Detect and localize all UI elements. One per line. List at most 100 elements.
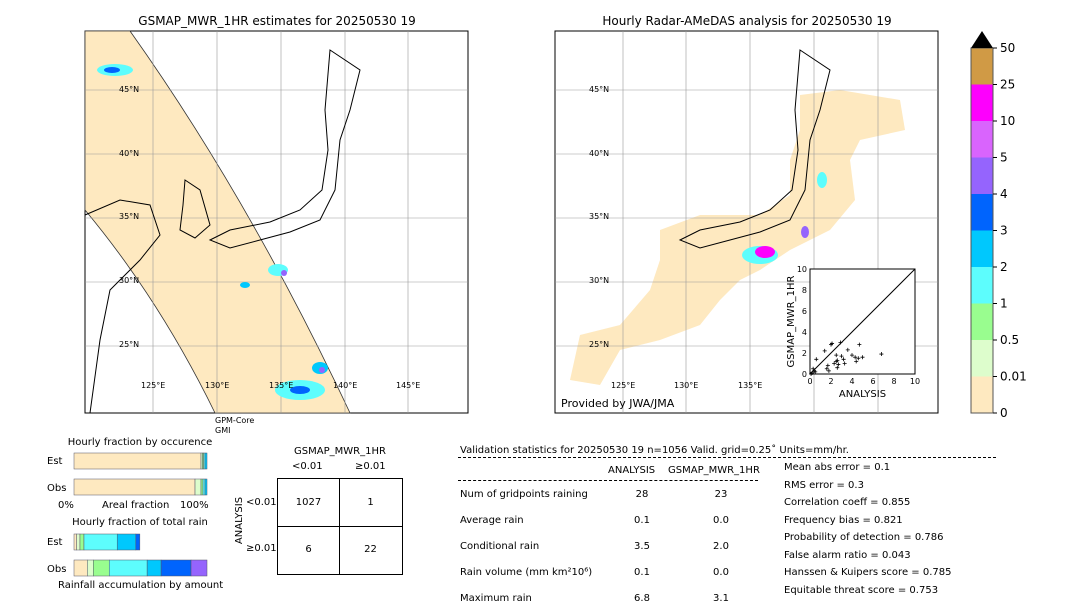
sensor-label: GPM-Core [215,416,255,425]
bar-segment-est [76,533,81,551]
table-cell: 1 [367,497,374,508]
bar-segment-est [204,452,208,470]
lon-label: 145°E [396,381,421,390]
colorbar-tick-label: 25 [1000,78,1015,92]
colorbar-segment [971,194,993,231]
row-header: ≥0.01 [246,543,277,554]
gsmap-value: 0.0 [713,515,729,526]
scatter-point [850,353,854,358]
lat-label: 25°N [589,340,610,349]
colorbar-tick-label: 0 [1000,406,1008,420]
scatter-point [854,359,859,364]
y-axis-label: GSMAP_MWR_1HR [786,276,797,368]
occurrence-title: Hourly fraction by occurence [67,437,213,448]
score: False alarm ratio = 0.043 [784,549,911,561]
x-tick-label: 8 [891,377,896,386]
bar-segment-obs [202,478,206,496]
scatter-point [813,369,818,374]
bar-segment-est [73,533,77,551]
est-label: Est [47,537,63,548]
table-cell: 22 [364,544,377,555]
bar-segment-est [116,533,137,551]
bar-segment-obs [204,478,208,496]
scatter-point [839,354,844,359]
colorbar-tick-label: 1 [1000,297,1008,311]
scatter-point [811,366,816,371]
gsmap-value: 23 [714,489,728,500]
lat-label: 35°N [589,212,610,221]
lat-label: 30°N [119,276,140,285]
scatter-inset: 00 2 2 4 4 6 6 8 8 10 10 ANALYSIS GSMAP_MWR_1HR [786,265,920,400]
col-analysis: ANALYSIS [608,465,656,476]
bar-segment-obs [200,478,204,496]
colorbar-tick-label: 0.01 [1000,370,1027,384]
row-header: <0.01 [246,497,277,508]
korea-coast [179,179,211,239]
analysis-value: 6.8 [634,593,650,604]
scatter-point [809,372,814,376]
bar-segment-est [73,452,202,470]
score: Probability of detection = 0.786 [784,532,944,543]
bar-segment-est [135,533,141,551]
colorbar-segment [971,121,993,158]
y-tick-label: 4 [802,328,807,337]
colorbar-tick-label: 10 [1000,114,1015,128]
x-tick-label: 2 [828,377,833,386]
lat-label: 30°N [589,276,610,285]
y-tick-label: 0 [802,370,807,379]
lon-label: 140°E [333,381,358,390]
rain-fraction-bars [73,533,208,577]
scatter-point [826,368,831,373]
table-cell: 6 [305,544,312,555]
scatter-point [822,348,827,353]
colorbar: 0 0.01 0.5 1 2 3 4 5 10 25 50 [970,31,1027,420]
scatter-point [845,347,850,352]
scatter-point [824,366,829,371]
y-tick-label: 10 [797,265,807,274]
obs-label: Obs [47,483,67,494]
colorbar-extend-arrow [971,31,993,48]
tick-0pct: 0% [58,500,74,511]
score: Mean abs error = 0.1 [784,462,891,473]
bar-segment-obs [87,559,94,577]
lon-label: 125°E [611,381,636,390]
scatter-point [829,342,833,347]
left-map-title: GSMAP_MWR_1HR estimates for 20250530 19 [138,14,416,28]
satellite-swath [84,30,351,414]
table-cell: 1027 [295,497,322,508]
colorbar-tick-label: 3 [1000,224,1008,238]
bar-segment-obs [73,559,88,577]
lat-label: 35°N [119,212,140,221]
scatter-point [857,342,862,347]
lat-label: 40°N [589,149,610,158]
scatter-point [860,355,865,360]
colorbar-segment [971,376,993,413]
areal-fraction-label: Areal fraction [102,500,170,511]
lat-label: 45°N [119,85,140,94]
stat-label: Num of gridpoints raining [460,489,588,500]
bar-segment-obs [194,478,202,496]
score: Equitable threat score = 0.753 [784,584,939,596]
bar-segment-obs [190,559,208,577]
colorbar-segment [971,230,993,267]
colorbar-segment [971,340,993,377]
colorbar-segment [971,303,993,340]
colorbar-segment [971,157,993,194]
rain-fraction-title: Hourly fraction of total rain [72,517,208,528]
lon-label: 125°E [141,381,166,390]
x-tick-label: 6 [870,377,875,386]
lon-label: 130°E [205,381,230,390]
analysis-value: 3.5 [634,541,650,552]
tick-100pct: 100% [180,500,209,511]
sensor-label: GMI [215,426,231,435]
rain-accum-label: Rainfall accumulation by amount [58,580,224,591]
left-gridlines [85,31,468,413]
est-label: Est [47,456,63,467]
bar-segment-obs [146,559,162,577]
x-tick-label: 4 [849,377,854,386]
bar-segment-est [79,533,85,551]
stat-label: Rain volume (mm km²10⁶) [460,567,593,578]
bar-segment-obs [73,478,196,496]
diagonal-line [809,268,916,375]
col-header: ≥0.01 [355,461,386,472]
